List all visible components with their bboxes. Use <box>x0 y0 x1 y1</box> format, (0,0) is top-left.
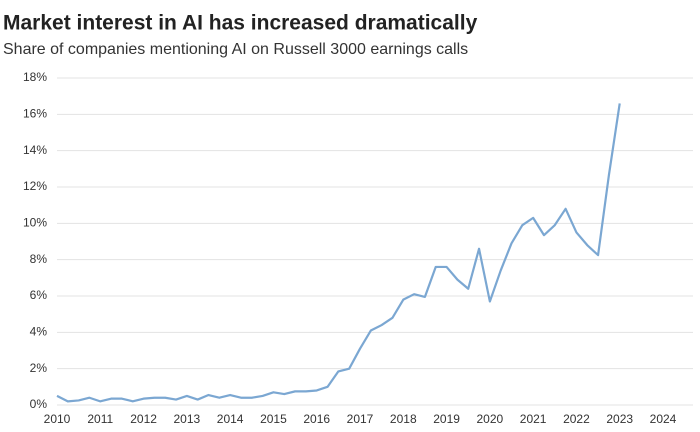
y-tick-label: 14% <box>23 143 47 157</box>
x-tick-label: 2020 <box>477 412 504 426</box>
x-tick-label: 2013 <box>174 412 201 426</box>
y-tick-label: 8% <box>30 252 48 266</box>
x-tick-label: 2021 <box>520 412 547 426</box>
x-tick-label: 2019 <box>433 412 460 426</box>
y-tick-label: 4% <box>30 325 48 339</box>
y-tick-label: 16% <box>23 107 47 121</box>
y-tick-label: 0% <box>30 397 48 411</box>
y-tick-label: 18% <box>23 70 47 84</box>
chart-title: Market interest in AI has increased dram… <box>3 12 478 35</box>
x-tick-label: 2023 <box>606 412 633 426</box>
x-tick-label: 2018 <box>390 412 417 426</box>
x-tick-label: 2010 <box>44 412 71 426</box>
chart-subtitle: Share of companies mentioning AI on Russ… <box>3 41 468 58</box>
x-tick-label: 2024 <box>650 412 677 426</box>
data-line <box>56 103 621 403</box>
x-tick-label: 2012 <box>130 412 157 426</box>
x-tick-label: 2011 <box>87 412 113 426</box>
x-tick-label: 2022 <box>563 412 590 426</box>
y-tick-label: 12% <box>23 179 47 193</box>
x-tick-label: 2014 <box>217 412 244 426</box>
y-tick-label: 6% <box>30 288 48 302</box>
y-tick-label: 10% <box>23 216 47 230</box>
x-tick-label: 2015 <box>260 412 287 426</box>
x-tick-label: 2016 <box>303 412 330 426</box>
x-tick-label: 2017 <box>347 412 374 426</box>
y-tick-label: 2% <box>30 361 48 375</box>
